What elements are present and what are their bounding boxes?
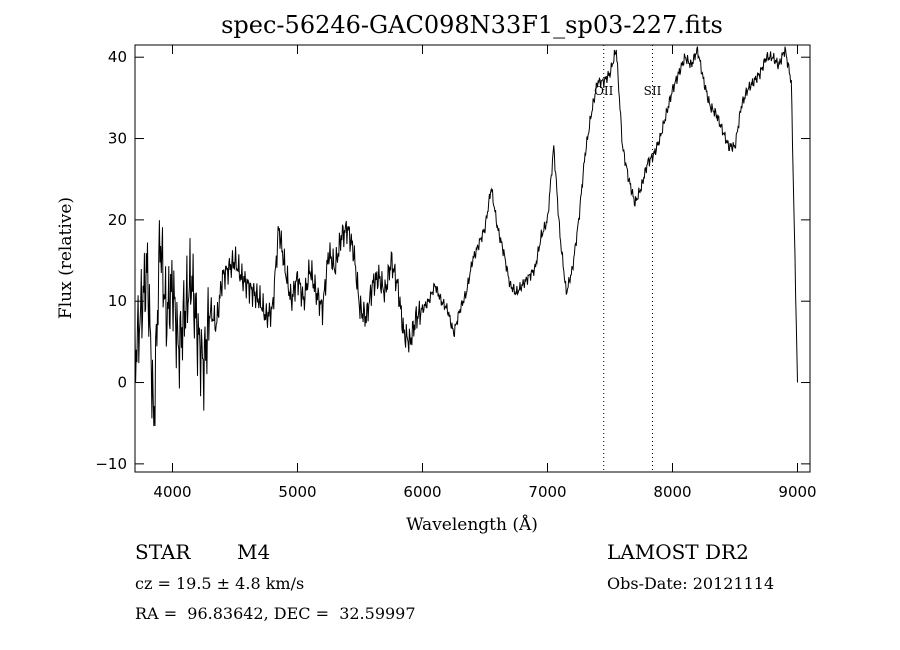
line-marker-label: OII bbox=[594, 84, 614, 98]
observation-date: Obs-Date: 20121114 bbox=[607, 574, 775, 593]
coordinates: RA = 96.83642, DEC = 32.59997 bbox=[135, 604, 416, 623]
plot-frame bbox=[134, 44, 811, 473]
spectrum-line bbox=[134, 46, 798, 427]
survey-name: LAMOST DR2 bbox=[607, 540, 749, 564]
emission-line-markers: OII SII bbox=[594, 45, 662, 472]
y-tick-label: 0 bbox=[117, 374, 127, 392]
y-tick-label: −10 bbox=[95, 455, 127, 473]
y-tick-label: 20 bbox=[108, 211, 127, 229]
x-tick-label: 5000 bbox=[278, 483, 316, 501]
object-subclass: M4 bbox=[237, 540, 271, 564]
redshift-velocity: cz = 19.5 ± 4.8 km/s bbox=[135, 574, 305, 593]
x-axis-label: Wavelength (Å) bbox=[406, 514, 538, 535]
x-axis: 4000 5000 6000 7000 8000 9000 bbox=[153, 45, 817, 501]
object-class: STAR bbox=[135, 540, 191, 564]
y-tick-label: 30 bbox=[108, 130, 127, 148]
y-tick-label: 40 bbox=[108, 48, 127, 66]
x-tick-label: 8000 bbox=[653, 483, 691, 501]
x-tick-label: 6000 bbox=[403, 483, 441, 501]
y-tick-label: 10 bbox=[108, 292, 127, 310]
y-axis: −10 0 10 20 30 40 bbox=[95, 48, 810, 473]
x-tick-label: 4000 bbox=[153, 483, 191, 501]
chart-title: spec-56246-GAC098N33F1_sp03-227.fits bbox=[221, 11, 723, 39]
x-tick-label: 9000 bbox=[778, 483, 816, 501]
y-axis-label: Flux (relative) bbox=[56, 197, 76, 319]
x-tick-label: 7000 bbox=[528, 483, 566, 501]
line-marker-label: SII bbox=[644, 84, 662, 98]
